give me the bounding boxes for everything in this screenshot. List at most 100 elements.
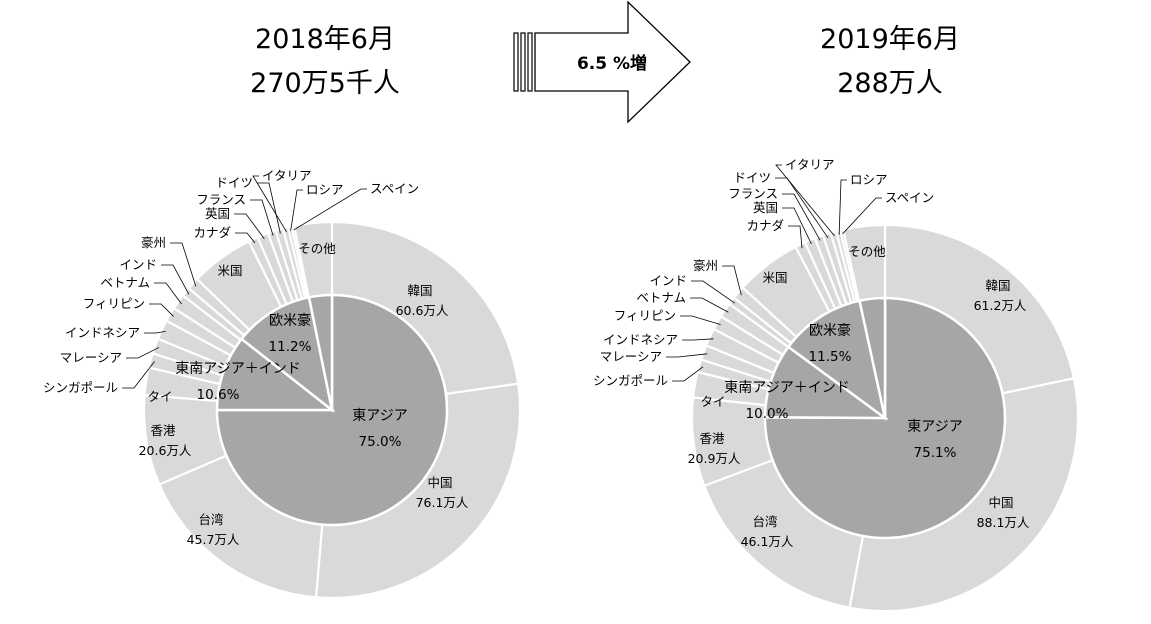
outer-label-14: 英国 xyxy=(753,200,778,215)
growth-arrow: 6.5 %増 xyxy=(513,0,691,124)
inner-slice-3 xyxy=(858,296,887,419)
outer-label-9: ベトナム xyxy=(636,290,686,305)
leader-line-9 xyxy=(154,282,182,305)
outer-label-10: インド xyxy=(119,257,157,272)
leader-line-10 xyxy=(161,264,190,295)
leader-line-17 xyxy=(775,164,835,237)
arrow-body xyxy=(534,0,691,124)
inner-slice-1 xyxy=(763,345,889,420)
heading-2018: 2018年6月 270万5千人 xyxy=(210,18,440,106)
inner-slice-0 xyxy=(215,293,449,527)
outer-value-3: 20.6万人 xyxy=(139,443,192,458)
outer-value-0: 61.2万人 xyxy=(974,298,1027,313)
outer-label-12: 米国 xyxy=(217,263,242,278)
heading-2018-total: 270万5千人 xyxy=(250,68,400,99)
leader-line-17 xyxy=(252,175,287,232)
outer-label-4: タイ xyxy=(700,394,725,409)
outer-label-16: ドイツ xyxy=(215,175,253,190)
arrow-stripe-1 xyxy=(513,32,519,92)
outer-label-8: フィリピン xyxy=(614,308,676,323)
outer-label-8: フィリピン xyxy=(83,296,145,311)
outer-label-1: 中国 xyxy=(427,475,452,490)
outer-label-7: インドネシア xyxy=(65,325,140,340)
inner-value-0: 75.0% xyxy=(359,434,402,450)
leader-line-9 xyxy=(690,297,729,313)
outer-label-20: その他 xyxy=(848,244,886,259)
leader-line-18 xyxy=(290,189,303,231)
outer-label-12: 米国 xyxy=(762,270,787,285)
outer-label-7: インドネシア xyxy=(603,332,678,347)
inner-value-0: 75.1% xyxy=(914,445,957,461)
leader-line-5 xyxy=(122,361,155,389)
arrow-label: 6.5 %増 xyxy=(577,53,647,74)
outer-label-17: イタリア xyxy=(262,168,312,183)
inner-value-2: 11.5% xyxy=(809,349,852,365)
leader-line-11 xyxy=(170,242,197,287)
leader-line-5 xyxy=(672,366,704,382)
leader-line-16 xyxy=(257,182,281,234)
leader-line-6 xyxy=(126,347,160,359)
leader-line-7 xyxy=(144,331,166,334)
outer-value-1: 88.1万人 xyxy=(977,515,1030,530)
leader-line-10 xyxy=(691,280,736,304)
outer-label-3: 香港 xyxy=(150,423,176,438)
outer-label-15: フランス xyxy=(196,192,246,207)
leader-line-6 xyxy=(666,353,708,358)
outer-label-5: シンガポール xyxy=(43,380,118,395)
arrow-stripe-2 xyxy=(520,32,526,92)
outer-label-15: フランス xyxy=(728,186,778,201)
inner-label-1: 東南アジア＋インド xyxy=(175,361,300,377)
leader-line-8 xyxy=(680,315,721,325)
inner-value-1: 10.0% xyxy=(746,406,789,422)
outer-label-14: 英国 xyxy=(205,206,230,221)
arrow-stripe-3 xyxy=(527,32,533,92)
outer-label-16: ドイツ xyxy=(733,170,771,185)
inner-slice-0 xyxy=(763,296,1007,540)
leader-line-18 xyxy=(838,179,847,235)
outer-label-13: カナダ xyxy=(193,225,231,240)
outer-label-20: その他 xyxy=(298,241,336,256)
outer-label-2: 台湾 xyxy=(752,514,777,529)
leader-line-15 xyxy=(782,193,821,241)
inner-slice-1 xyxy=(215,337,336,412)
inner-slice-3 xyxy=(307,293,334,411)
outer-label-11: 豪州 xyxy=(141,235,166,250)
outer-label-19: スペイン xyxy=(370,181,419,196)
leader-line-8 xyxy=(149,303,174,317)
outer-label-18: ロシア xyxy=(850,172,888,187)
heading-2019-total: 288万人 xyxy=(837,68,943,99)
outer-value-1: 76.1万人 xyxy=(416,495,469,510)
outer-value-2: 45.7万人 xyxy=(187,532,240,547)
inner-value-1: 10.6% xyxy=(197,387,240,403)
outer-label-5: シンガポール xyxy=(593,373,668,388)
outer-label-0: 韓国 xyxy=(985,278,1010,293)
outer-label-10: インド xyxy=(649,273,687,288)
inner-slice-2 xyxy=(786,299,887,421)
heading-2019: 2019年6月 288万人 xyxy=(775,18,1005,106)
outer-label-13: カナダ xyxy=(746,218,784,233)
inner-label-2: 欧米豪 xyxy=(809,323,851,339)
outer-label-17: イタリア xyxy=(785,157,835,172)
leader-line-11 xyxy=(722,265,742,296)
outer-label-0: 韓国 xyxy=(407,283,432,298)
outer-label-9: ベトナム xyxy=(100,275,150,290)
leader-line-7 xyxy=(682,338,714,341)
outer-value-0: 60.6万人 xyxy=(396,303,449,318)
outer-label-6: マレーシア xyxy=(60,350,122,365)
heading-2019-date: 2019年6月 xyxy=(820,24,960,55)
inner-slice-2 xyxy=(239,295,334,414)
outer-label-3: 香港 xyxy=(699,431,725,446)
leader-line-19 xyxy=(293,188,367,231)
outer-value-2: 46.1万人 xyxy=(741,534,794,549)
outer-label-18: ロシア xyxy=(306,182,344,197)
leader-line-14 xyxy=(234,213,265,240)
heading-2018-date: 2018年6月 xyxy=(255,24,395,55)
leader-line-13 xyxy=(788,225,803,249)
outer-label-19: スペイン xyxy=(885,190,934,205)
leader-line-19 xyxy=(842,197,882,235)
inner-value-2: 11.2% xyxy=(269,339,312,355)
inner-label-2: 欧米豪 xyxy=(269,313,311,329)
